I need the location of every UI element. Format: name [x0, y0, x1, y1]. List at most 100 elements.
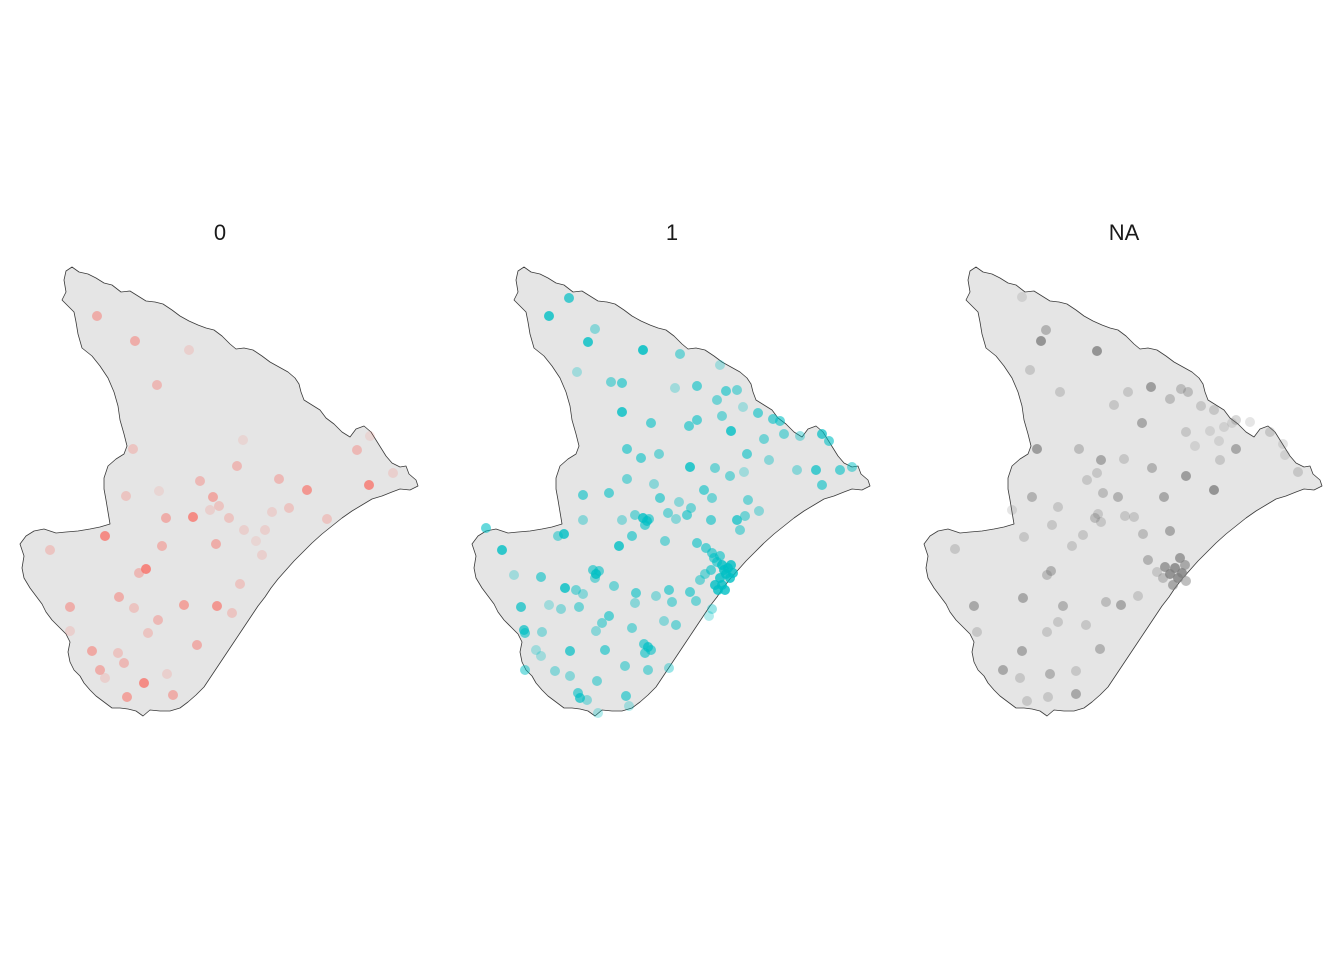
location-point: [1158, 573, 1168, 583]
location-point: [365, 431, 375, 441]
location-point: [1036, 336, 1046, 346]
panel-title: 1: [665, 220, 679, 245]
location-point: [141, 564, 151, 574]
location-point: [712, 395, 722, 405]
location-point: [497, 545, 507, 555]
location-point: [1146, 382, 1156, 392]
location-point: [544, 311, 554, 321]
location-point: [1159, 492, 1169, 502]
panel-title: NA: [1108, 220, 1140, 245]
location-point: [726, 560, 736, 570]
location-point: [972, 627, 982, 637]
location-point: [260, 525, 270, 535]
location-point: [1293, 467, 1303, 477]
location-point: [578, 515, 588, 525]
location-point: [753, 408, 763, 418]
location-point: [643, 665, 653, 675]
location-point: [597, 618, 607, 628]
location-point: [143, 628, 153, 638]
location-point: [754, 506, 764, 516]
location-point: [1152, 567, 1162, 577]
map-plot: [19, 266, 419, 717]
location-point: [1227, 418, 1237, 428]
location-point: [1032, 444, 1042, 454]
location-point: [1067, 541, 1077, 551]
location-point: [1098, 488, 1108, 498]
location-point: [205, 505, 215, 515]
location-point: [638, 345, 648, 355]
location-point: [1045, 669, 1055, 679]
location-point: [192, 640, 202, 650]
location-point: [531, 645, 541, 655]
location-point: [675, 349, 685, 359]
location-point: [162, 669, 172, 679]
location-point: [114, 592, 124, 602]
location-point: [1022, 696, 1032, 706]
location-point: [664, 585, 674, 595]
location-point: [969, 601, 979, 611]
location-point: [630, 510, 640, 520]
location-point: [121, 491, 131, 501]
location-point: [655, 493, 665, 503]
location-point: [544, 600, 554, 610]
location-point: [671, 620, 681, 630]
location-point: [550, 666, 560, 676]
location-point: [100, 673, 110, 683]
location-point: [1183, 387, 1193, 397]
location-point: [759, 434, 769, 444]
location-point: [168, 690, 178, 700]
location-point: [631, 588, 641, 598]
location-point: [649, 479, 659, 489]
map-panel-0: 0: [10, 200, 430, 730]
location-point: [1231, 444, 1241, 454]
location-point: [726, 426, 736, 436]
region-outline: [19, 266, 419, 717]
location-point: [1170, 563, 1180, 573]
location-point: [152, 380, 162, 390]
location-point: [302, 485, 312, 495]
location-point: [593, 708, 603, 718]
location-point: [743, 495, 753, 505]
location-point: [692, 415, 702, 425]
location-point: [100, 531, 110, 541]
location-point: [630, 598, 640, 608]
location-point: [1082, 475, 1092, 485]
location-point: [1047, 520, 1057, 530]
location-point: [1181, 576, 1191, 586]
location-point: [764, 455, 774, 465]
location-point: [1043, 692, 1053, 702]
location-point: [644, 514, 654, 524]
location-point: [1019, 532, 1029, 542]
location-point: [817, 480, 827, 490]
location-point: [792, 465, 802, 475]
location-point: [565, 646, 575, 656]
location-point: [699, 485, 709, 495]
location-point: [795, 431, 805, 441]
location-point: [1160, 562, 1170, 572]
location-point: [1042, 570, 1052, 580]
location-point: [704, 611, 714, 621]
location-point: [660, 536, 670, 546]
location-point: [691, 596, 701, 606]
location-point: [388, 468, 398, 478]
location-point: [706, 515, 716, 525]
location-point: [1053, 502, 1063, 512]
location-point: [1055, 387, 1065, 397]
location-point: [735, 525, 745, 535]
location-point: [1093, 509, 1103, 519]
location-point: [224, 513, 234, 523]
location-point: [232, 461, 242, 471]
location-point: [1219, 422, 1229, 432]
location-point: [556, 604, 566, 614]
location-point: [184, 345, 194, 355]
location-point: [707, 604, 717, 614]
location-point: [847, 462, 857, 472]
location-point: [119, 658, 129, 668]
location-point: [95, 665, 105, 675]
location-point: [1078, 530, 1088, 540]
map-plot: [923, 266, 1323, 717]
location-point: [659, 616, 669, 626]
location-point: [1119, 454, 1129, 464]
location-point: [950, 544, 960, 554]
